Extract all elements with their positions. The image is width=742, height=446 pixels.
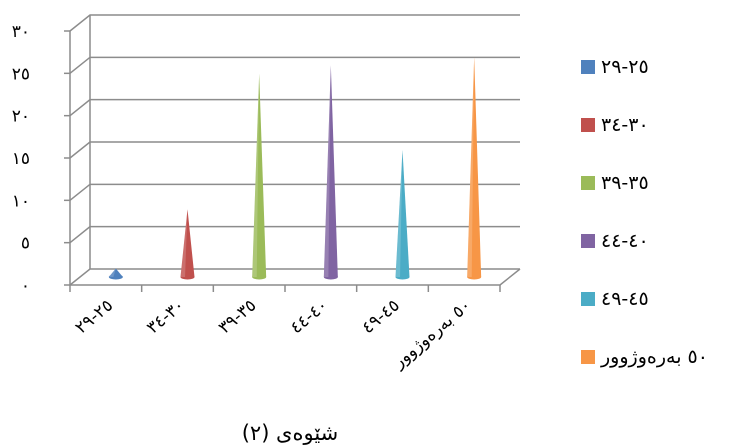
y-tick-label: ٣٠ — [12, 22, 30, 42]
legend-label: ٣٥-٣٩ — [601, 172, 649, 194]
y-tick-label: ٥ — [21, 234, 30, 254]
gridline — [69, 268, 520, 286]
y-tick-label: ١٥ — [12, 149, 30, 169]
gridline — [69, 141, 520, 159]
legend-swatch — [581, 350, 595, 364]
x-tick-label: ٣٥-٣٩ — [215, 296, 261, 339]
cone-bar — [467, 56, 482, 280]
legend-item: ٣٠-٣٤ — [581, 114, 649, 136]
legend-item: ٤٠-٤٤ — [581, 230, 649, 252]
legend-label: ٣٠-٣٤ — [601, 114, 649, 136]
axes — [64, 15, 521, 292]
x-tick-label: ٤٥-٤٩ — [358, 296, 404, 339]
gridlines — [69, 14, 520, 286]
legend-swatch — [581, 176, 595, 190]
legend-label: ٥٠ بەرەوژوور — [600, 346, 708, 368]
legend-swatch — [581, 118, 595, 132]
y-tick-label: ٢٥ — [12, 64, 30, 84]
legend-label: ٢٥-٢٩ — [601, 56, 649, 78]
cone-bar — [323, 65, 338, 280]
chart-caption: شێوەی (٢) — [242, 421, 339, 445]
legend-item: ٤٥-٤٩ — [581, 288, 649, 310]
x-tick-label: ٥٠ بەرەوژوور — [388, 296, 475, 373]
x-tick-label: ٤٠-٤٤ — [287, 296, 333, 339]
y-axis-tick-labels: ٠ ٥ ١٠ ١٥ ٢٠ ٢٥ ٣٠ — [12, 22, 30, 296]
legend-swatch — [581, 60, 595, 74]
legend-swatch — [581, 292, 595, 306]
gridline — [69, 98, 520, 117]
cone-bar — [108, 268, 123, 280]
legend-swatch — [581, 234, 595, 248]
legend-item: ٥٠ بەرەوژوور — [581, 346, 708, 368]
legend-label: ٤٠-٤٤ — [601, 230, 649, 252]
legend-label: ٤٥-٤٩ — [601, 288, 649, 310]
cone-bar — [395, 150, 410, 280]
x-tick-label: ٢٥-٢٩ — [72, 296, 118, 339]
y-tick-label: ١٠ — [12, 191, 30, 211]
cone-bar — [180, 209, 195, 280]
gridline — [69, 183, 520, 201]
cone-series — [108, 56, 482, 280]
legend-item: ٢٥-٢٩ — [581, 56, 649, 78]
cone-bar — [252, 73, 267, 280]
legend-item: ٣٥-٣٩ — [581, 172, 649, 194]
gridline — [69, 14, 520, 32]
gridline — [69, 56, 520, 74]
x-axis-floor — [70, 268, 521, 286]
x-tick-label: ٣٠-٣٤ — [143, 296, 189, 339]
y-tick-label: ٢٠ — [12, 107, 30, 127]
gridline — [69, 225, 520, 244]
y-tick-label: ٠ — [21, 276, 30, 296]
legend: ٢٥-٢٩ ٣٠-٣٤ ٣٥-٣٩ ٤٠-٤٤ ٤٥-٤٩ ٥٠ بەرەوژوور — [581, 56, 708, 368]
